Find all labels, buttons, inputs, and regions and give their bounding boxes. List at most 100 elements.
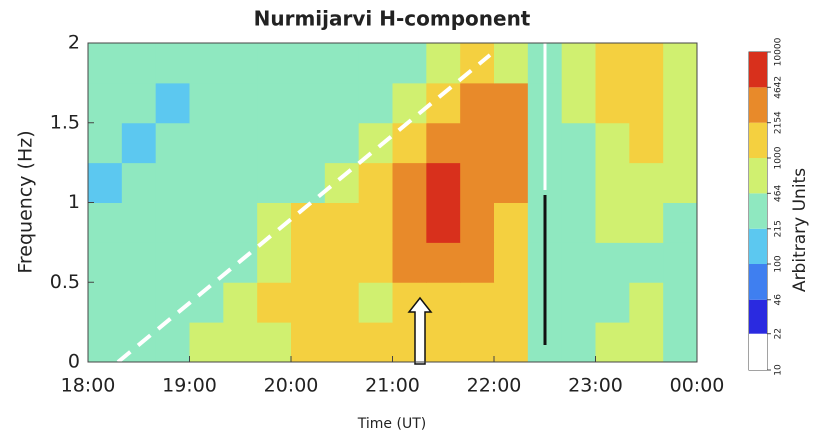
cell [358, 282, 393, 323]
cell [494, 162, 529, 203]
y-axis-label: Frequency (Hz) [15, 130, 37, 273]
cell [155, 43, 190, 84]
cell [291, 242, 326, 283]
colorbar-tick-label: 22 [774, 328, 784, 339]
cell [324, 162, 360, 203]
cell [257, 162, 292, 203]
cell [561, 282, 596, 323]
cell [189, 322, 224, 363]
colorbar-segment [749, 333, 767, 370]
colorbar-label: Arbitrary Units [790, 168, 810, 292]
cell [88, 43, 123, 84]
cell [257, 43, 292, 84]
y-tick-label: 2 [68, 32, 80, 54]
cell [155, 282, 190, 323]
cell [494, 202, 529, 243]
cell [629, 43, 664, 84]
cell [595, 82, 630, 124]
cell [155, 162, 190, 203]
cell [561, 82, 596, 124]
colorbar-tick-label: 464 [774, 184, 784, 201]
cell [358, 322, 393, 363]
cell [324, 322, 360, 363]
colorbar-tick-label: 2154 [774, 111, 784, 134]
arrow [407, 296, 433, 365]
cell [155, 242, 190, 283]
cell [663, 122, 698, 164]
cell [595, 282, 630, 323]
cell [460, 202, 495, 243]
cell [88, 122, 123, 164]
cell [291, 322, 326, 363]
cell [392, 242, 427, 283]
cell [121, 282, 157, 323]
cell [189, 242, 224, 283]
colorbar-tick-label: 215 [774, 220, 784, 237]
cell [561, 202, 596, 243]
cell [189, 202, 224, 243]
cell [561, 122, 596, 164]
cell [426, 162, 461, 203]
cell [291, 43, 326, 84]
colorbar-tick-label: 4642 [774, 76, 784, 99]
cell [629, 322, 664, 363]
colorbar-segment [749, 228, 767, 264]
cell [663, 43, 698, 84]
cell [223, 322, 258, 363]
cell [663, 162, 698, 203]
cell [426, 122, 461, 164]
cell [257, 242, 292, 283]
colorbar-segment [749, 299, 767, 334]
x-tick-label: 23:00 [568, 375, 623, 397]
cell [595, 162, 630, 203]
cell [426, 82, 461, 124]
cell [561, 242, 596, 283]
cell [155, 202, 190, 243]
cell [257, 122, 292, 164]
cell [121, 82, 157, 124]
cell [88, 82, 123, 124]
x-tick-label: 18:00 [61, 375, 116, 397]
cell [358, 242, 393, 283]
cell [595, 202, 630, 243]
colorbar-tick-label: 10 [774, 364, 784, 376]
cell [257, 322, 292, 363]
dashed-guide [116, 53, 492, 364]
x-tick-label: 20:00 [264, 375, 319, 397]
cell [324, 82, 360, 124]
cell [460, 242, 495, 283]
cell [155, 322, 190, 363]
x-tick-label: 22:00 [467, 375, 522, 397]
cell [629, 82, 664, 124]
cell [460, 122, 495, 164]
cell [121, 122, 157, 164]
cell [88, 162, 123, 203]
cell [88, 322, 123, 363]
cell [324, 242, 360, 283]
cell [663, 282, 698, 323]
cell [324, 202, 360, 243]
cell [392, 162, 427, 203]
cell [223, 202, 258, 243]
colorbar-segment [749, 193, 767, 229]
colorbar-tick-label: 10000 [774, 37, 784, 66]
cell [426, 282, 461, 323]
cell [291, 122, 326, 164]
cell [392, 82, 427, 124]
cell [629, 162, 664, 203]
cell [155, 82, 190, 124]
cell [88, 202, 123, 243]
cell [494, 82, 529, 124]
x-axis-label: Time (UT) [357, 416, 426, 432]
cell [460, 82, 495, 124]
cell [494, 322, 529, 363]
y-tick-label: 1 [68, 191, 80, 213]
cell [358, 82, 393, 124]
cell [324, 43, 360, 84]
cell [595, 322, 630, 363]
cell [257, 82, 292, 124]
chart-title: Nurmijarvi H-component [254, 7, 531, 31]
colorbar-tick-label: 100 [774, 255, 784, 272]
colorbar-tick-label: 1000 [774, 146, 784, 169]
cell [595, 122, 630, 164]
